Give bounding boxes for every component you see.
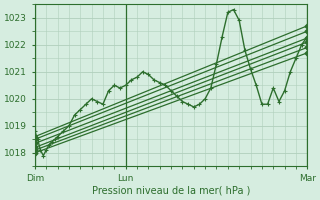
X-axis label: Pression niveau de la mer( hPa ): Pression niveau de la mer( hPa ) bbox=[92, 186, 250, 196]
